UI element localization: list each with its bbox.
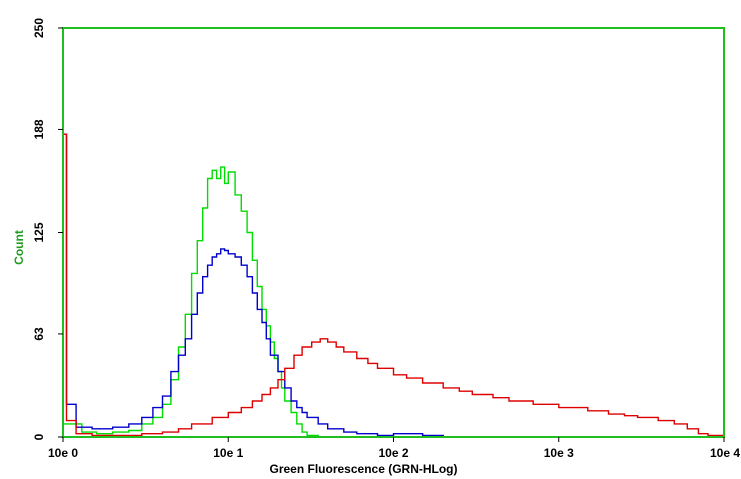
- x-axis-label: Green Fluorescence (GRN-HLog): [269, 462, 457, 476]
- y-tick-label: 0: [32, 433, 46, 440]
- series-line-3: [62, 133, 725, 437]
- series-line-1: [62, 166, 724, 438]
- series-line-2: [62, 133, 724, 438]
- x-tick-label: 10e 4: [710, 446, 740, 460]
- series-layer: [62, 133, 725, 438]
- x-tick-label: 10e 1: [213, 446, 243, 460]
- y-tick-label: 125: [32, 222, 46, 242]
- x-tick-label: 10e 0: [48, 446, 78, 460]
- y-tick-label: 250: [32, 18, 46, 38]
- x-tick-label: 10e 3: [544, 446, 574, 460]
- tick-layer: 10e 0 10e 1 10e 2 10e 3 10e 4 0 63 125 188 250: [32, 18, 740, 460]
- y-tick-label: 63: [32, 327, 46, 341]
- x-tick-label: 10e 2: [378, 446, 408, 460]
- y-axis-label: Count: [12, 230, 26, 265]
- y-tick-label: 188: [32, 119, 46, 139]
